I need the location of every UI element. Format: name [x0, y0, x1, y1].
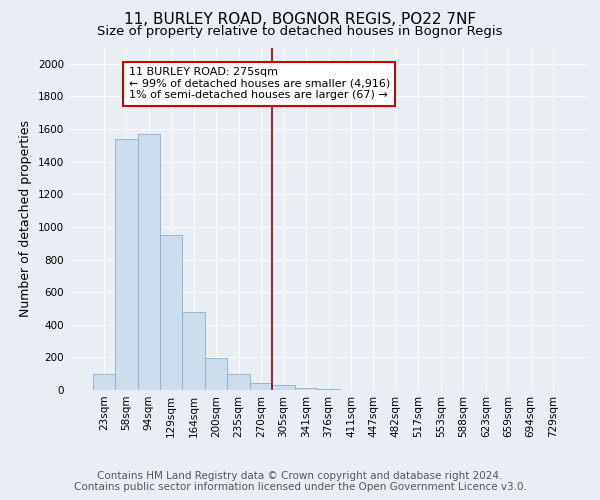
Bar	[182, 312, 205, 390]
Text: 11 BURLEY ROAD: 275sqm
← 99% of detached houses are smaller (4,916)
1% of semi-d: 11 BURLEY ROAD: 275sqm ← 99% of detached…	[128, 67, 390, 100]
Text: Contains HM Land Registry data © Crown copyright and database right 2024.
Contai: Contains HM Land Registry data © Crown c…	[74, 471, 526, 492]
Bar	[272, 385, 295, 390]
Bar	[227, 374, 250, 390]
Text: 11, BURLEY ROAD, BOGNOR REGIS, PO22 7NF: 11, BURLEY ROAD, BOGNOR REGIS, PO22 7NF	[124, 12, 476, 28]
Bar	[160, 235, 182, 390]
Bar	[205, 358, 227, 390]
Bar	[295, 388, 317, 390]
Bar	[250, 382, 272, 390]
Bar	[317, 388, 340, 390]
Bar	[137, 134, 160, 390]
Bar	[92, 374, 115, 390]
Bar	[115, 139, 137, 390]
Text: Size of property relative to detached houses in Bognor Regis: Size of property relative to detached ho…	[97, 25, 503, 38]
Y-axis label: Number of detached properties: Number of detached properties	[19, 120, 32, 318]
